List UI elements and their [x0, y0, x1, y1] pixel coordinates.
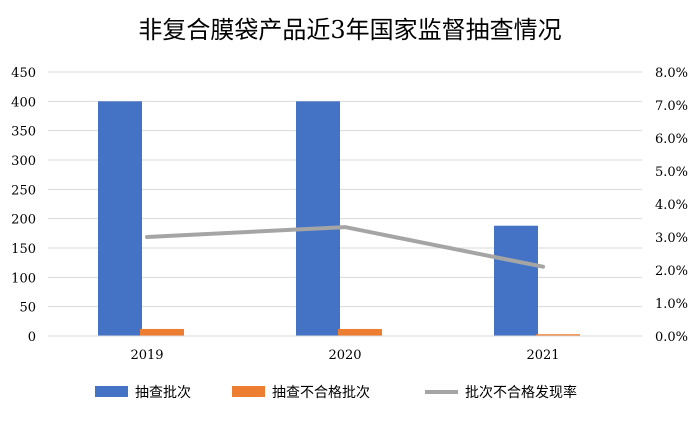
right-axis: 0.0% 1.0% 2.0% 3.0% 4.0% 5.0% 6.0% 7.0% 8.0% [655, 66, 688, 345]
left-tick-label: 0 [28, 330, 36, 345]
bar-2021-inspected [494, 225, 538, 336]
legend-swatch-0 [95, 386, 128, 397]
x-tick-label: 2020 [328, 348, 361, 363]
legend-label: 抽查不合格批次 [272, 385, 370, 401]
rate-point-2021 [541, 265, 545, 269]
chart-title: 非复合膜袋产品近3年国家监督抽查情况 [138, 16, 561, 44]
right-tick-label: 0.0% [655, 330, 688, 345]
left-tick-label: 150 [11, 242, 36, 257]
legend: 抽查批次 抽查不合格批次 批次不合格发现率 [95, 384, 577, 401]
bar-2021-failed [536, 334, 580, 336]
right-tick-label: 2.0% [655, 264, 688, 279]
right-tick-label: 5.0% [655, 165, 688, 180]
bar-2019-inspected [98, 101, 142, 336]
bar-2020-failed [338, 328, 382, 336]
right-tick-label: 1.0% [655, 297, 688, 312]
legend-label: 抽查批次 [135, 385, 191, 401]
grid-lines [48, 71, 642, 308]
left-tick-label: 450 [11, 66, 36, 81]
left-tick-label: 300 [11, 154, 36, 169]
x-tick-label: 2019 [130, 348, 163, 363]
rate-line [145, 225, 545, 269]
left-axis: 0 50 100 150 200 250 300 350 400 450 [11, 66, 36, 345]
bar-2019-failed [140, 328, 184, 336]
left-tick-label: 200 [11, 213, 36, 228]
legend-label: 批次不合格发现率 [465, 384, 577, 401]
right-tick-label: 7.0% [655, 99, 688, 114]
x-axis: 2019 2020 2021 [48, 335, 642, 363]
rate-line-series [145, 225, 545, 269]
right-tick-label: 8.0% [655, 66, 688, 81]
bars [98, 101, 580, 336]
left-tick-label: 100 [11, 271, 36, 286]
rate-point-2019 [145, 235, 149, 239]
right-tick-label: 3.0% [655, 231, 688, 246]
left-tick-label: 50 [19, 301, 36, 316]
rate-point-2020 [343, 225, 347, 229]
left-tick-label: 350 [11, 125, 36, 140]
left-tick-label: 400 [11, 95, 36, 110]
legend-swatch-1 [232, 386, 265, 397]
right-tick-label: 6.0% [655, 132, 688, 147]
bar-2020-inspected [296, 101, 340, 336]
x-tick-label: 2021 [526, 348, 559, 363]
left-tick-label: 250 [11, 183, 36, 198]
right-tick-label: 4.0% [655, 198, 688, 213]
